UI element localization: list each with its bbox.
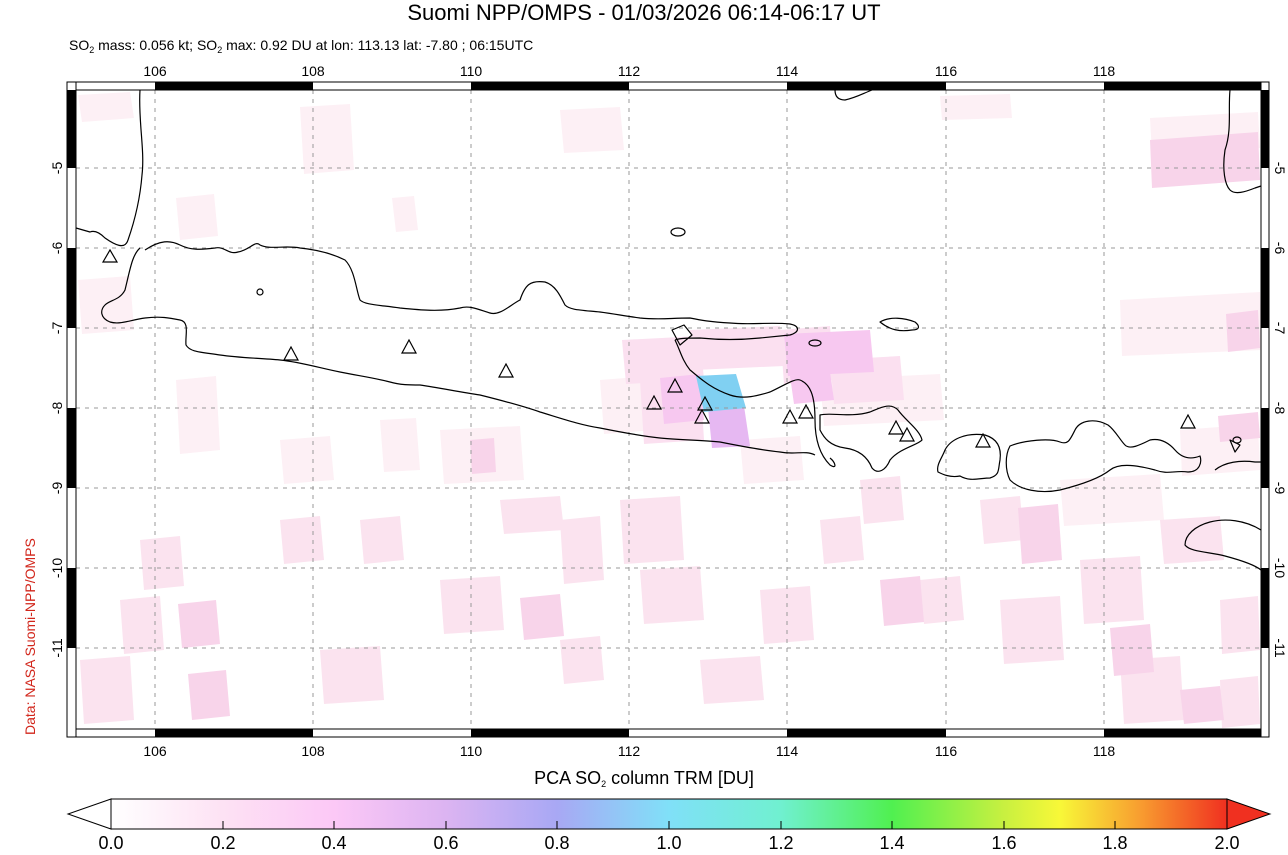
colorbar-tick: 0.0	[98, 833, 124, 853]
colorbar-tick: 1.8	[1102, 833, 1128, 853]
colorbar-tick: 1.2	[768, 833, 794, 853]
svg-text:112: 112	[618, 743, 641, 759]
svg-text:118: 118	[1093, 743, 1116, 759]
svg-text:108: 108	[301, 743, 325, 759]
svg-text:-9: -9	[49, 482, 65, 495]
svg-text:110: 110	[460, 743, 483, 759]
svg-text:-8: -8	[1272, 402, 1288, 415]
colorbar-tick: 1.4	[879, 833, 905, 853]
colorbar-tick: 0.2	[210, 833, 236, 853]
svg-text:108: 108	[301, 63, 325, 79]
svg-text:-6: -6	[49, 242, 65, 255]
chart-title: Suomi NPP/OMPS - 01/03/2026 06:14-06:17 …	[407, 0, 881, 25]
colorbar-under-arrow	[66, 798, 112, 830]
x-axis-bottom-labels: 106 108 110 112 114 116 118	[143, 743, 1115, 759]
colorbar-tick: 1.0	[656, 833, 682, 853]
svg-text:-7: -7	[1272, 322, 1288, 335]
subscript: 2	[89, 45, 95, 55]
colorbar	[66, 798, 1272, 830]
volcano-markers	[101, 248, 1197, 448]
colorbar-over-arrow	[1226, 798, 1272, 830]
svg-text:-5: -5	[1272, 162, 1288, 175]
svg-text:106: 106	[143, 63, 167, 79]
coastlines	[75, 89, 1262, 571]
colorbar-label-text: column TRM [DU]	[606, 768, 754, 788]
chart-subtitle: SO2 mass: 0.056 kt; SO2 max: 0.92 DU at …	[69, 36, 533, 59]
so2-label: SO	[69, 37, 90, 53]
svg-text:112: 112	[618, 63, 641, 79]
svg-text:-7: -7	[49, 322, 65, 335]
so2-label: SO	[196, 37, 218, 53]
subscript: 2	[601, 779, 607, 789]
grid-lines	[76, 90, 1261, 729]
colorbar-tick: 2.0	[1214, 833, 1240, 853]
svg-text:-8: -8	[49, 402, 65, 415]
colorbar-tick: 0.6	[433, 833, 459, 853]
y-axis-left-labels: -5 -6 -7 -8 -9 -10 -11	[49, 162, 65, 658]
svg-text:-11: -11	[49, 638, 65, 657]
colorbar-tick: 1.6	[991, 833, 1017, 853]
svg-text:-5: -5	[49, 162, 65, 175]
svg-text:110: 110	[460, 63, 483, 79]
svg-text:118: 118	[1093, 63, 1116, 79]
svg-text:-9: -9	[1272, 482, 1288, 495]
svg-text:116: 116	[935, 63, 958, 79]
colorbar-tick: 0.8	[544, 833, 570, 853]
y-axis-right-labels: -5 -6 -7 -8 -9 -10 -11	[1272, 162, 1288, 658]
subscript: 2	[217, 45, 223, 55]
colorbar-tick: 0.4	[321, 833, 347, 853]
svg-text:114: 114	[776, 743, 799, 759]
svg-text:106: 106	[143, 743, 167, 759]
svg-text:-11: -11	[1272, 638, 1288, 657]
so2-max-text: max: 0.92 DU at lon: 113.13 lat: -7.80 ;…	[222, 37, 534, 53]
colorbar-label-text: PCA SO	[534, 768, 602, 788]
svg-text:-6: -6	[1272, 242, 1288, 255]
x-axis-top-labels: 106 108 110 112 114 116 118	[143, 63, 1115, 79]
so2-mass-text: mass: 0.056 kt;	[94, 37, 197, 53]
svg-text:114: 114	[776, 63, 799, 79]
svg-text:116: 116	[935, 743, 958, 759]
svg-text:-10: -10	[1272, 558, 1288, 578]
colorbar-label: PCA SO2 column TRM [DU]	[0, 768, 1288, 789]
map-frame	[66, 81, 1270, 738]
svg-text:-10: -10	[49, 558, 65, 578]
map-plot: 106 108 110 112 114 116 118 106 108 110 112 114 1…	[49, 63, 1288, 759]
